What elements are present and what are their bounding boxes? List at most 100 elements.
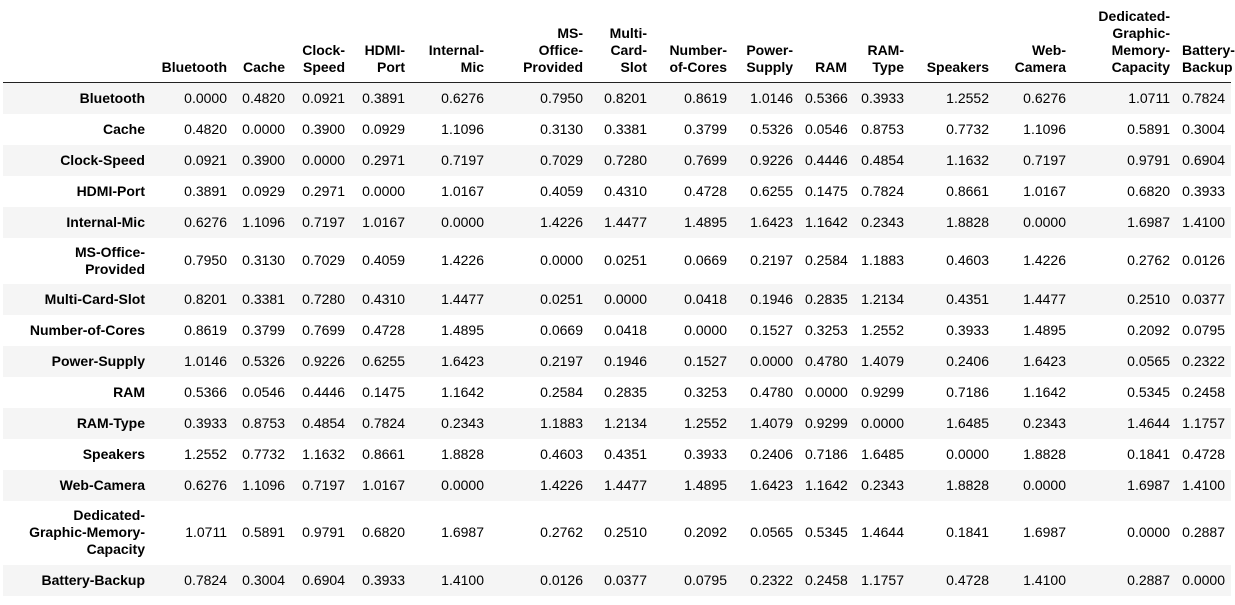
table-cell: 1.6423: [750, 213, 793, 230]
column-header: Speakers: [910, 8, 995, 83]
table-cell: 0.0000: [184, 89, 227, 106]
table-cell: 1.1632: [302, 445, 345, 462]
table-cell: 1.1642: [805, 213, 848, 230]
table-cell: 0.0000: [362, 182, 405, 199]
table-cell: 0.4603: [540, 445, 583, 462]
table-cell: 1.4895: [1023, 321, 1066, 338]
distance-matrix-table: Bluetooth Cache Clock- Speed HDMI- Port …: [3, 8, 1235, 596]
table-cell: 0.7186: [946, 383, 989, 400]
table-cell: 1.1096: [1023, 120, 1066, 137]
table-cell: 0.3130: [540, 120, 583, 137]
table-cell: 0.3004: [242, 571, 285, 588]
table-cell: 0.0000: [861, 414, 904, 431]
table-cell: 0.0418: [684, 290, 727, 307]
row-label: Multi-Card-Slot: [44, 290, 145, 307]
table-cell: 0.8201: [604, 89, 647, 106]
table-cell: 1.1757: [1182, 414, 1225, 431]
table-cell: 1.4100: [1182, 213, 1225, 230]
table-cell: 0.6255: [750, 182, 793, 199]
table-cell: 0.2343: [1023, 414, 1066, 431]
table-cell: 0.2092: [684, 524, 727, 540]
table-cell: 0.2584: [805, 252, 848, 268]
table-cell: 0.2197: [750, 252, 793, 268]
table-cell: 1.4226: [441, 252, 484, 268]
table-cell: 0.7824: [362, 414, 405, 431]
table-cell: 1.1642: [805, 476, 848, 493]
table-cell: 0.6820: [1127, 182, 1170, 199]
table-cell: 1.1096: [242, 213, 285, 230]
table-cell: 1.4100: [441, 571, 484, 588]
table-cell: 0.6904: [1182, 151, 1225, 168]
table-row: Multi-Card-Slot 0.8201 0.3381 0.7280 0.4310 1…: [3, 283, 1231, 315]
table-cell: 0.5326: [242, 352, 285, 369]
table-cell: 0.9226: [302, 352, 345, 369]
table-cell: 0.3253: [805, 321, 848, 338]
row-label: Dedicated- Graphic-Memory- Capacity: [29, 507, 145, 557]
table-cell: 1.8828: [946, 476, 989, 493]
table-cell: 0.4351: [946, 290, 989, 307]
table-cell: 0.1841: [946, 524, 989, 540]
table-cell: 0.3253: [684, 383, 727, 400]
table-cell: 0.2584: [540, 383, 583, 400]
table-cell: 0.7186: [805, 445, 848, 462]
table-cell: 0.0000: [441, 476, 484, 493]
table-cell: 0.3933: [946, 321, 989, 338]
table-cell: 0.0546: [805, 120, 848, 137]
table-cell: 0.0565: [750, 524, 793, 540]
table-row: MS-Office- Provided 0.7950 0.3130 0.7029 0.4…: [3, 237, 1231, 284]
table-row: HDMI-Port 0.3891 0.0929 0.2971 0.0000 1.0167 0…: [3, 175, 1231, 207]
column-header: Power- Supply: [733, 8, 799, 83]
table-cell: 0.2458: [1182, 383, 1225, 400]
table-cell: 1.1883: [540, 414, 583, 431]
table-cell: 1.6423: [1023, 352, 1066, 369]
table-cell: 0.4854: [861, 151, 904, 168]
table-cell: 0.3891: [362, 89, 405, 106]
table-cell: 0.2835: [604, 383, 647, 400]
table-row: Battery-Backup 0.7824 0.3004 0.6904 0.3933 1.…: [3, 564, 1231, 596]
table-cell: 1.4226: [1023, 252, 1066, 268]
table-cell: 1.4644: [861, 524, 904, 540]
table-cell: 1.6987: [1127, 213, 1170, 230]
table-cell: 0.0929: [242, 182, 285, 199]
table-cell: 0.3130: [242, 252, 285, 268]
table-cell: 1.0167: [362, 213, 405, 230]
column-header: Battery- Backup: [1176, 8, 1235, 83]
table-cell: 1.1096: [242, 476, 285, 493]
row-label: RAM-Type: [76, 414, 145, 431]
table-row: Number-of-Cores 0.8619 0.3799 0.7699 0.4728 1…: [3, 314, 1231, 346]
table-cell: 0.7197: [302, 213, 345, 230]
table-cell: 0.2406: [750, 445, 793, 462]
table-cell: 0.0000: [540, 252, 583, 268]
table-cell: 0.0000: [1127, 524, 1170, 540]
table-cell: 1.4226: [540, 476, 583, 493]
table-cell: 1.4079: [750, 414, 793, 431]
table-cell: 0.4728: [1182, 445, 1225, 462]
table-cell: 0.4351: [604, 445, 647, 462]
column-header: Clock- Speed: [291, 8, 351, 83]
table-cell: 0.2092: [1127, 321, 1170, 338]
table-row: Bluetooth 0.0000 0.4820 0.0921 0.3891 0.6276 0…: [3, 82, 1231, 114]
table-cell: 0.4059: [362, 252, 405, 268]
table-cell: 1.4079: [861, 352, 904, 369]
table-cell: 0.0000: [604, 290, 647, 307]
table-cell: 0.8201: [184, 290, 227, 307]
row-label: Power-Supply: [51, 352, 145, 369]
table-cell: 0.7197: [441, 151, 484, 168]
row-label: Web-Camera: [59, 476, 145, 493]
table-cell: 0.0126: [540, 571, 583, 588]
table-cell: 1.4226: [540, 213, 583, 230]
table-cell: 0.4603: [946, 252, 989, 268]
column-header: Web- Camera: [995, 8, 1072, 83]
table-row: Internal-Mic 0.6276 1.1096 0.7197 1.0167 0.00…: [3, 206, 1231, 238]
table-cell: 1.0711: [185, 524, 227, 540]
table-cell: 0.3900: [302, 120, 345, 137]
table-cell: 0.7280: [302, 290, 345, 307]
table-cell: 1.1757: [861, 571, 904, 588]
table-cell: 1.0167: [441, 182, 484, 199]
table-cell: 0.9299: [861, 383, 904, 400]
row-label: RAM: [113, 383, 145, 400]
table-cell: 0.5366: [805, 89, 848, 106]
table-cell: 0.7732: [242, 445, 285, 462]
table-cell: 1.6485: [946, 414, 989, 431]
table-cell: 0.2343: [861, 476, 904, 493]
